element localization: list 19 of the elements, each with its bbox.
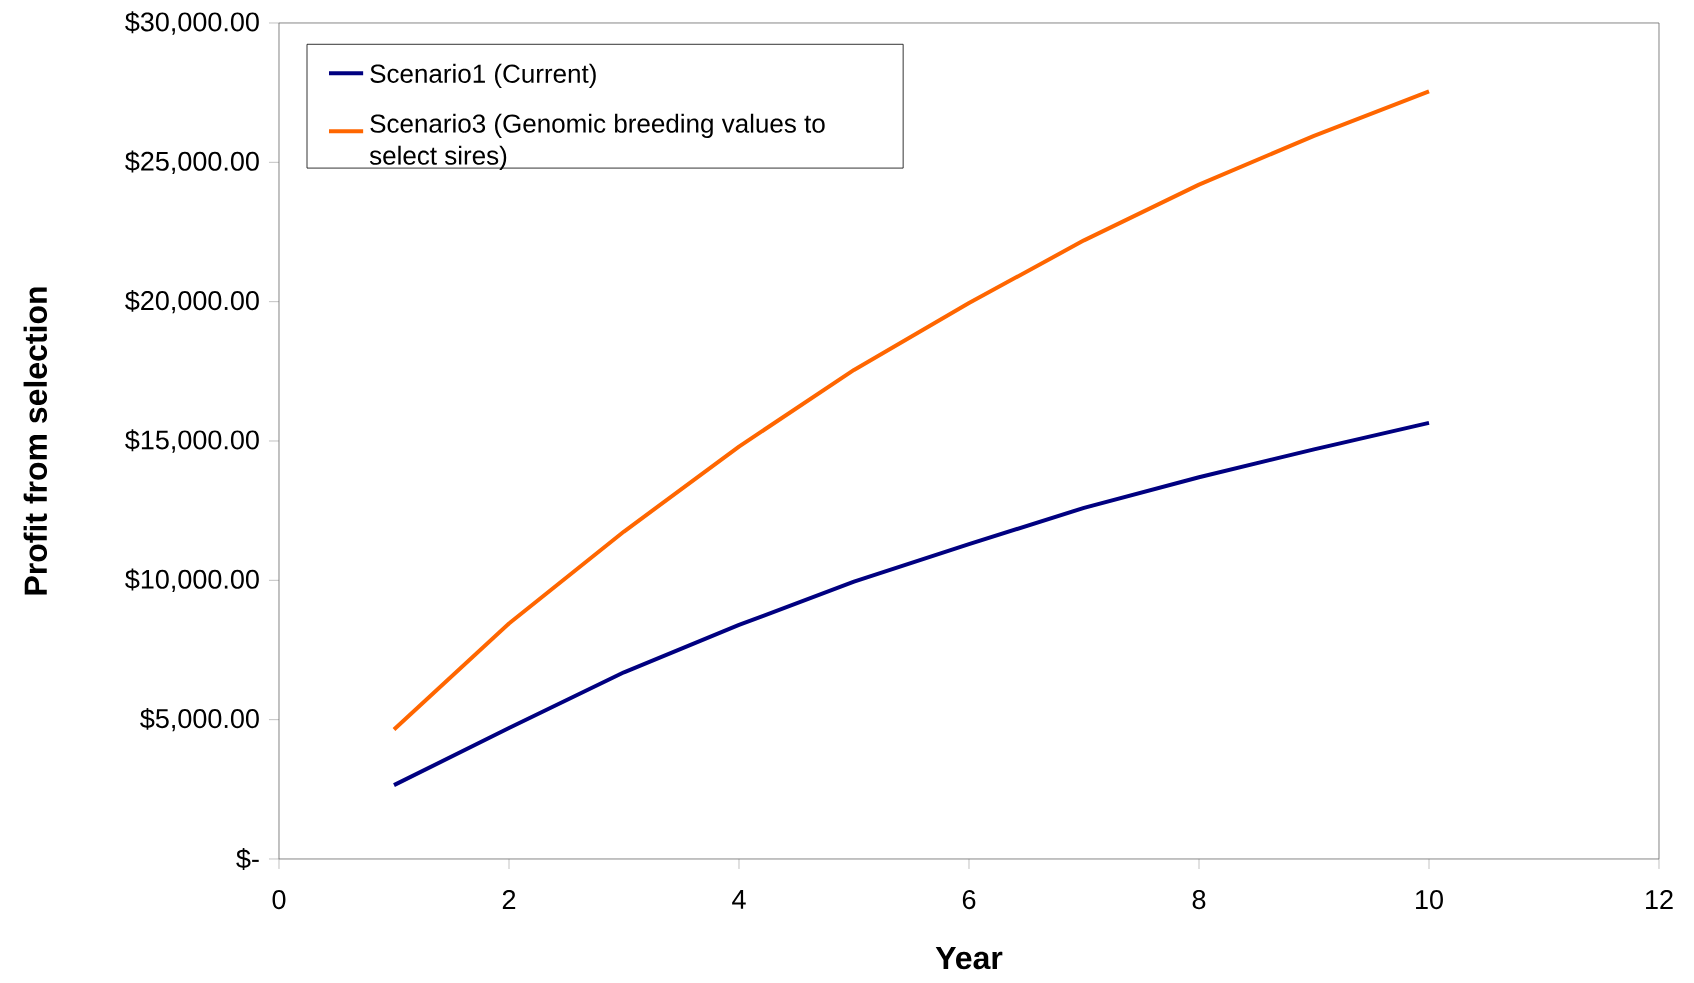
y-tick-label: $30,000.00	[125, 11, 259, 35]
y-tick-label: $10,000.00	[125, 568, 259, 593]
legend-label: Scenario1 (Current)	[370, 63, 596, 89]
x-tick-label: 0	[272, 890, 286, 910]
y-tick-label: $5,000.00	[140, 707, 259, 732]
legend-label: Scenario3 (Genomic breeding values to select sires)	[369, 113, 825, 170]
x-tick-label: 2	[502, 890, 516, 909]
y-axis-title: Profit from selection	[23, 287, 48, 595]
x-axis-title: Year	[935, 946, 1003, 970]
line-series	[391, 420, 1431, 788]
y-tick-label: $-	[236, 848, 259, 870]
y-tick-label: $25,000.00	[125, 150, 259, 175]
y-tick-label: $15,000.00	[125, 429, 259, 453]
y-tick-label: $20,000.00	[125, 289, 259, 314]
x-tick-label: 10	[1416, 890, 1443, 910]
x-tick-label: 12	[1646, 890, 1673, 909]
x-tick-label: 4	[732, 890, 746, 909]
x-tick-label: 8	[1192, 890, 1206, 910]
x-tick-label: 6	[962, 890, 976, 910]
